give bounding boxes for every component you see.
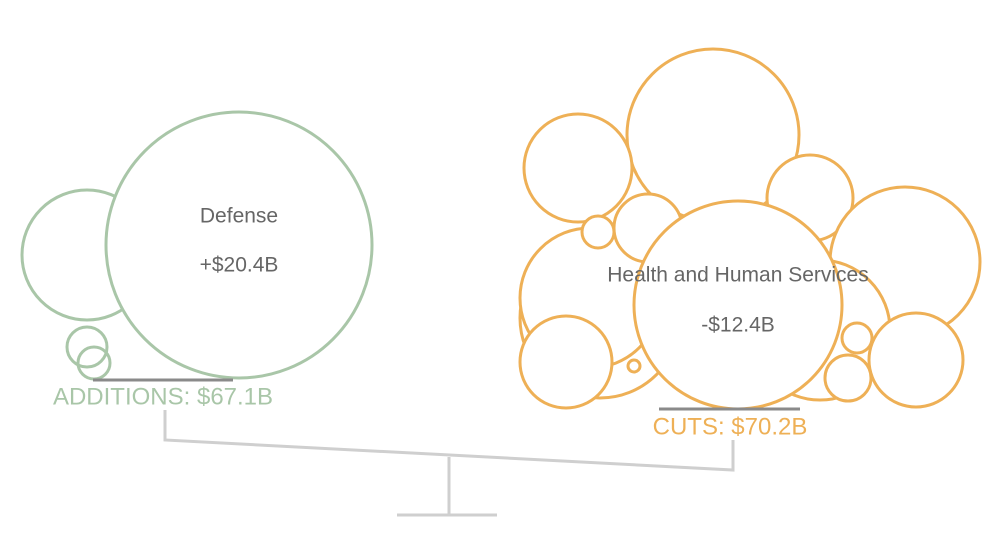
featured-amount: +$20.4B [200,254,279,277]
bubble [518,314,614,410]
beam-arm [163,410,735,472]
bubble [580,214,616,250]
cuts-total: CUTS: $70.2B [653,413,808,440]
cuts-bubbles [518,47,982,411]
bubble [823,353,873,403]
bubble [65,325,109,369]
bubble [104,110,374,380]
bubble [522,112,634,224]
beam [163,410,735,517]
featured-name: Defense [200,205,278,228]
additions-bubbles [20,110,374,382]
bubble [76,345,112,381]
bubble [632,199,844,411]
bubble [626,358,642,374]
bubble [867,311,965,409]
additions-total: ADDITIONS: $67.1B [53,383,273,410]
bubble [840,321,874,355]
featured-amount: -$12.4B [701,314,775,337]
featured-name: Health and Human Services [607,264,868,287]
